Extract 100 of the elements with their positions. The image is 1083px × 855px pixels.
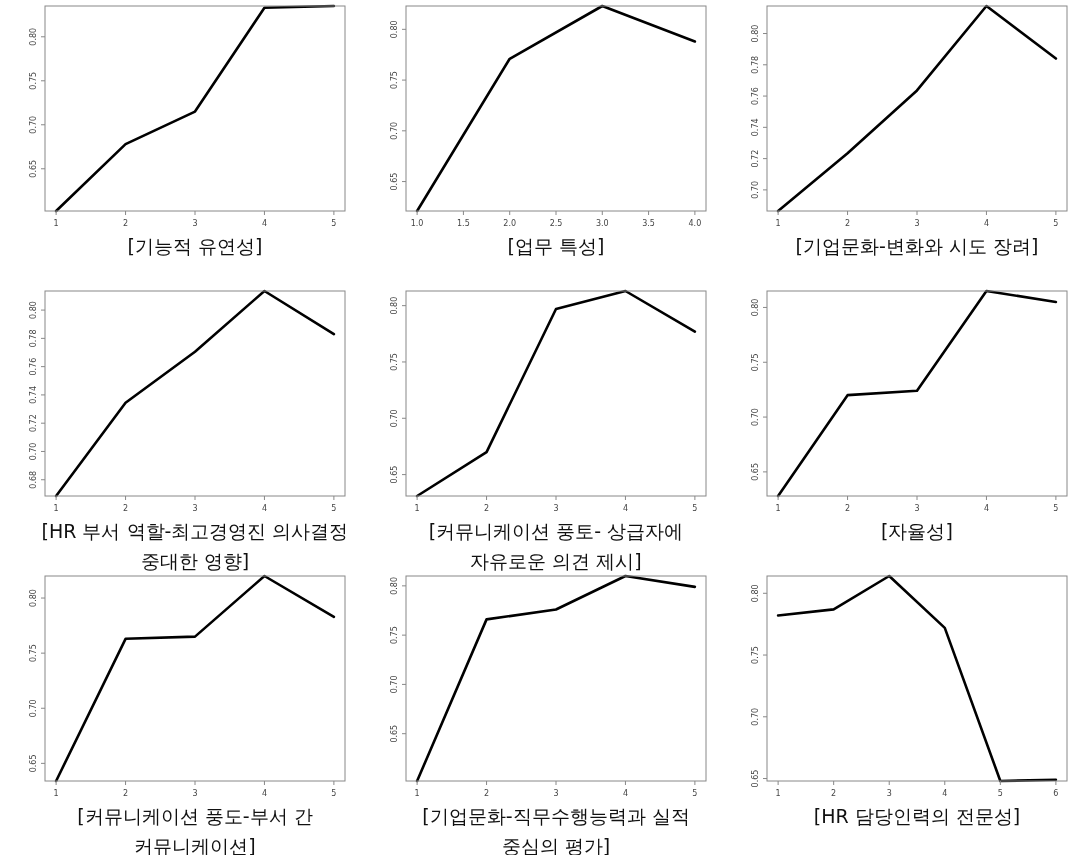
y-tick-label: 0.70 — [751, 707, 760, 726]
x-tick-label: 1.5 — [457, 219, 470, 228]
y-tick-label: 0.75 — [29, 71, 38, 90]
text: [기능적 유연성] — [127, 235, 263, 257]
x-tick-label: 2 — [123, 504, 129, 513]
x-tick-label: 4 — [261, 789, 267, 798]
y-tick-label: 0.70 — [29, 699, 38, 718]
x-tick-label: 5 — [331, 219, 337, 228]
x-tick-label: 2.5 — [549, 219, 563, 228]
line-series — [776, 4, 1058, 213]
x-tick-label: 1 — [53, 504, 59, 513]
x-tick-label: 2.0 — [503, 219, 517, 228]
text: [기업문화-변화와 시도 장려] — [795, 235, 1039, 257]
line-series — [415, 574, 697, 783]
x-tick-label: 4 — [261, 504, 267, 513]
y-tick-label: 0.80 — [751, 24, 760, 43]
y-tick-label: 0.76 — [751, 87, 760, 105]
y-tick-label: 0.72 — [29, 414, 38, 433]
x-tick-label: 4 — [622, 789, 628, 798]
x-tick-label: 2 — [845, 219, 851, 228]
y-tick-label: 0.70 — [751, 408, 760, 426]
y-tick-label: 0.65 — [751, 769, 760, 788]
x-tick-label: 3 — [553, 789, 559, 798]
y-tick-label: 0.65 — [390, 465, 399, 484]
x-tick-label: 3 — [192, 789, 198, 798]
y-tick-label: 0.75 — [390, 626, 399, 645]
x-tick-label: 4 — [983, 504, 989, 513]
text: [커뮤니케이션 풍토- 상급자에 자유로운 의견 제시] — [428, 520, 684, 572]
x-tick-label: 1.0 — [410, 219, 424, 228]
x-tick-label: 5 — [997, 789, 1003, 798]
y-tick-label: 0.65 — [751, 462, 760, 481]
x-tick-label: 5 — [331, 504, 337, 513]
y-tick-label: 0.70 — [29, 442, 38, 461]
y-tick-label: 0.75 — [751, 646, 760, 664]
text: [업무 특성] — [507, 235, 605, 257]
x-tick-label: 5 — [1053, 504, 1059, 513]
x-tick-label: 2 — [845, 504, 851, 513]
x-tick-label: 4 — [261, 219, 267, 228]
x-tick-label: 4 — [983, 219, 989, 228]
y-tick-label: 0.80 — [751, 584, 760, 603]
x-tick-label: 5 — [692, 789, 698, 798]
y-tick-label: 0.80 — [751, 298, 760, 317]
y-tick-label: 0.70 — [390, 121, 399, 140]
y-tick-label: 0.80 — [390, 296, 399, 315]
x-tick-label: 3 — [553, 504, 559, 513]
y-tick-label: 0.75 — [390, 71, 399, 89]
y-tick-label: 0.80 — [390, 576, 399, 595]
text: [HR 부서 역할-최고경영진 의사결정 중대한 영향] — [41, 520, 349, 572]
y-tick-label: 0.65 — [390, 172, 399, 191]
y-tick-label: 0.75 — [29, 644, 38, 663]
y-tick-label: 0.70 — [29, 115, 38, 134]
x-tick-label: 2 — [123, 789, 129, 798]
x-tick-label: 3 — [914, 504, 920, 513]
x-tick-label: 1 — [414, 504, 420, 513]
x-tick-label: 2 — [831, 789, 837, 798]
x-tick-label: 3.5 — [642, 219, 655, 228]
line-series — [776, 574, 1058, 783]
text: [자율성] — [881, 520, 953, 542]
line-series — [415, 289, 697, 498]
y-tick-label: 0.65 — [29, 159, 38, 178]
x-tick-label: 4 — [622, 504, 628, 513]
y-tick-label: 0.70 — [390, 409, 399, 428]
x-tick-label: 1 — [53, 789, 59, 798]
x-tick-label: 5 — [692, 504, 698, 513]
x-tick-label: 6 — [1053, 789, 1059, 798]
y-tick-label: 0.76 — [29, 357, 38, 376]
x-tick-label: 3 — [192, 219, 198, 228]
text: [커뮤니케이션 풍도-부서 간 커뮤니케이션] — [77, 805, 313, 855]
line-series — [776, 289, 1058, 498]
line-series — [54, 289, 336, 498]
x-tick-label: 3 — [192, 504, 198, 513]
y-tick-label: 0.75 — [751, 353, 760, 372]
x-tick-label: 1 — [53, 219, 59, 228]
y-tick-label: 0.80 — [29, 301, 38, 319]
line-series — [54, 574, 336, 783]
x-tick-label: 5 — [331, 789, 337, 798]
y-tick-label: 0.72 — [751, 149, 760, 168]
y-tick-label: 0.80 — [29, 589, 38, 607]
x-tick-label: 2 — [484, 789, 490, 798]
y-tick-label: 0.68 — [29, 470, 38, 489]
y-tick-label: 0.74 — [751, 118, 760, 137]
x-tick-label: 1 — [775, 504, 781, 513]
x-tick-label: 3 — [886, 789, 892, 798]
x-tick-label: 1 — [775, 219, 781, 228]
line-series — [415, 4, 697, 213]
y-tick-label: 0.70 — [390, 675, 399, 694]
y-tick-label: 0.78 — [751, 55, 760, 74]
text: [HR 담당인력의 전문성] — [813, 805, 1021, 827]
y-tick-label: 0.78 — [29, 329, 38, 348]
x-tick-label: 3 — [914, 219, 920, 228]
y-tick-label: 0.80 — [29, 27, 38, 46]
x-tick-label: 2 — [123, 219, 129, 228]
y-tick-label: 0.80 — [390, 20, 399, 39]
x-tick-label: 4 — [942, 789, 948, 798]
y-tick-label: 0.75 — [390, 353, 399, 371]
x-tick-label: 5 — [1053, 219, 1059, 228]
y-tick-label: 0.65 — [29, 754, 38, 773]
x-tick-label: 1 — [775, 789, 781, 798]
x-tick-label: 3.0 — [595, 219, 609, 228]
x-tick-label: 2 — [484, 504, 490, 513]
